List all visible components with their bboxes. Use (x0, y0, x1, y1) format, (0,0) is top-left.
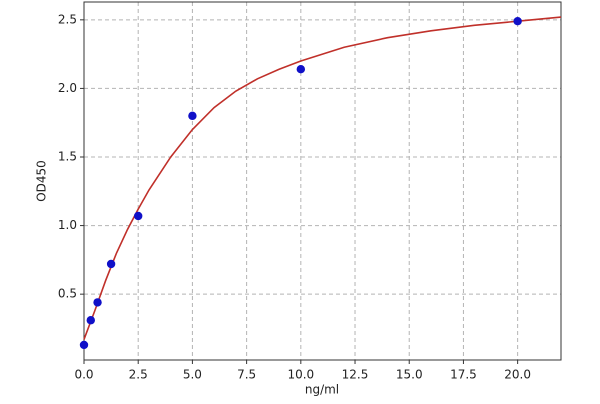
x-tick-label: 12.5 (342, 368, 369, 382)
x-tick-label: 10.0 (287, 368, 314, 382)
data-point (93, 298, 102, 307)
y-tick-label: 1.0 (58, 218, 77, 232)
x-tick-label: 20.0 (504, 368, 531, 382)
y-axis-label: OD450 (35, 160, 49, 202)
data-point (513, 17, 522, 26)
y-tick-label: 2.0 (58, 81, 77, 95)
data-point (86, 316, 95, 325)
plot-frame (83, 1, 562, 361)
x-tick-label: 17.5 (450, 368, 477, 382)
y-tick-label: 1.5 (58, 149, 77, 163)
x-axis-label: ng/ml (305, 383, 339, 397)
data-point (188, 111, 197, 121)
y-tick-label: 0.5 (58, 287, 77, 301)
x-tick-label: 0.0 (74, 368, 93, 382)
x-tick-label: 2.5 (129, 368, 148, 382)
data-point (134, 211, 143, 221)
data-point (296, 65, 306, 74)
y-tick-label: 2.5 (58, 12, 77, 26)
x-tick-label: 15.0 (396, 368, 423, 382)
fit-curve (83, 16, 562, 340)
data-point (79, 340, 89, 350)
data-point (106, 259, 116, 269)
x-tick-label: 5.0 (183, 368, 202, 382)
x-tick-label: 7.5 (237, 368, 256, 382)
